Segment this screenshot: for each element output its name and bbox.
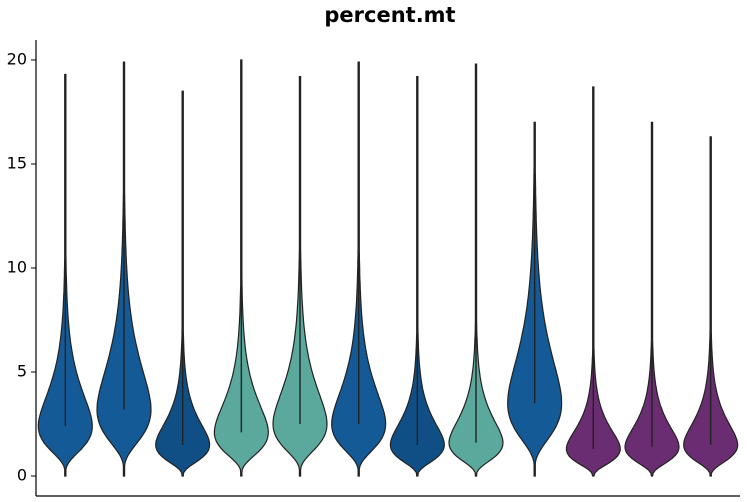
y-tick-label: 20 [7, 49, 27, 68]
y-tick-label: 10 [7, 258, 27, 277]
y-tick-label: 15 [7, 153, 27, 172]
y-tick-label: 5 [17, 362, 27, 381]
y-tick-label: 0 [17, 466, 27, 485]
chart-title: percent.mt [324, 3, 455, 27]
